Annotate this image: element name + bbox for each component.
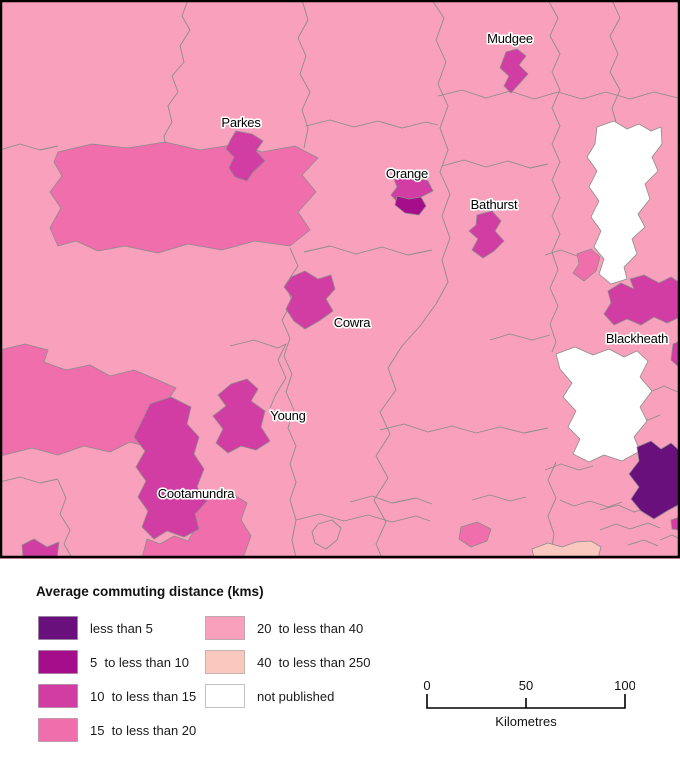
map-label-mudgee: Mudgee [487, 31, 533, 46]
region-15-20-small-east [572, 248, 601, 282]
map-label-parkes: Parkes [221, 115, 261, 130]
legend-item-label: 40 to less than 250 [257, 654, 371, 670]
legend-title: Average commuting distance (kms) [36, 584, 264, 599]
region-cowra [283, 270, 336, 330]
scale-tick-50: 50 [519, 678, 533, 693]
map-label-bathurst: Bathurst [471, 197, 518, 212]
legend-swatch [38, 684, 78, 708]
legend-swatch [205, 650, 245, 674]
legend-item-label: 20 to less than 40 [257, 620, 364, 636]
region-blackheath [603, 274, 680, 326]
legend-item-label: 15 to less than 20 [90, 722, 197, 738]
boundary-line [0, 476, 527, 559]
legend-item-label: less than 5 [90, 620, 153, 636]
legend-item-label: 10 to less than 15 [90, 688, 197, 704]
region-15-20-large-west [49, 141, 319, 254]
legend-item-5-10: 5 to less than 10 [38, 650, 189, 674]
map-label-cowra: Cowra [334, 315, 372, 330]
legend-swatch [38, 616, 78, 640]
boundary-line [303, 89, 679, 256]
legend-item-20-40: 20 to less than 40 [205, 616, 363, 640]
legend-item-not-published: not published [205, 684, 334, 708]
scale-bar: 0 50 100 Kilometres [420, 676, 635, 734]
scale-bar-line [426, 694, 626, 709]
legend-swatch [205, 616, 245, 640]
legend-swatch [38, 650, 78, 674]
region-not-published-north [586, 120, 663, 285]
map-frame [0, 0, 680, 559]
map-label-blackheath: Blackheath [606, 331, 668, 346]
scale-tick-0: 0 [423, 678, 430, 693]
map-labels: Mudgee Parkes Orange Bathurst Cowra Youn… [156, 29, 670, 502]
legend-item-label: 5 to less than 10 [90, 654, 190, 670]
scale-unit-label: Kilometres [495, 714, 557, 729]
boundary-line [373, 0, 621, 559]
legend-swatch [205, 684, 245, 708]
region-bathurst [468, 210, 505, 259]
legend-swatch [38, 718, 78, 742]
legend-item-15-20: 15 to less than 20 [38, 718, 196, 742]
legend-item-40-250: 40 to less than 250 [205, 650, 370, 674]
region-less-than-5-southeast [628, 440, 680, 520]
scale-bar-graphic: 0 50 100 Kilometres [423, 678, 635, 729]
map-label-young: Young [270, 408, 305, 423]
region-cootamundra [133, 396, 208, 540]
legend: Average commuting distance (kms) less th… [36, 584, 456, 754]
map-background [0, 0, 680, 559]
legend-item-label: not published [257, 688, 335, 704]
regions-10-15 [21, 48, 680, 559]
region-young [212, 378, 271, 454]
region-orange-core [394, 195, 427, 216]
region-15-20-small-south [458, 521, 492, 548]
region-mudgee [499, 48, 529, 94]
map-label-cootamundra: Cootamundra [158, 486, 236, 501]
legend-item-10-15: 10 to less than 15 [38, 684, 196, 708]
choropleth-map: Mudgee Parkes Orange Bathurst Cowra Youn… [0, 0, 680, 559]
region-parkes [225, 130, 266, 182]
regions-not-published [555, 120, 663, 463]
legend-item-less-than-5: less than 5 [38, 616, 153, 640]
map-label-orange: Orange [386, 166, 428, 181]
region-not-published-south [555, 346, 653, 463]
boundary-line [0, 143, 578, 434]
scale-tick-100: 100 [614, 678, 635, 693]
